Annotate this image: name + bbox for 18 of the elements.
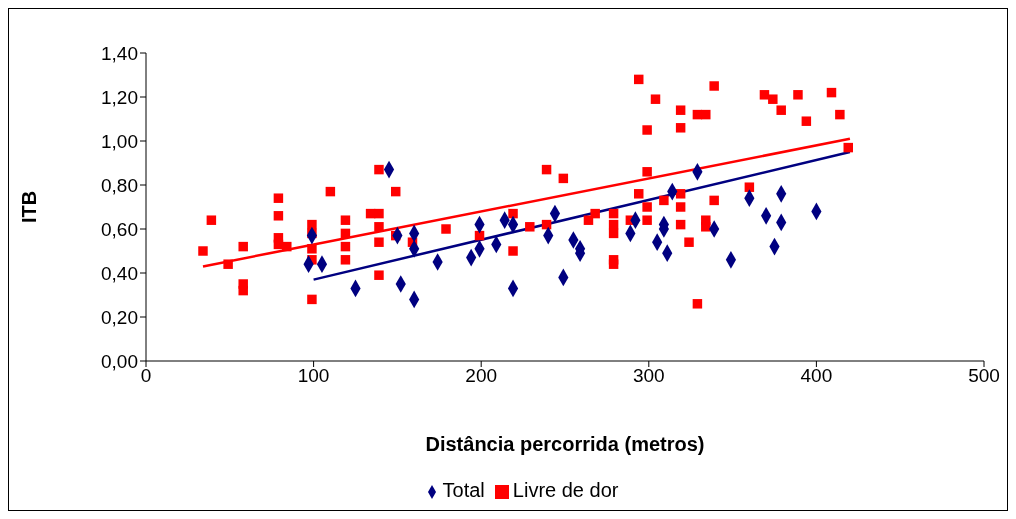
y-tick-label: 1,40 bbox=[101, 42, 138, 64]
x-tick-label: 500 bbox=[968, 365, 1000, 387]
x-tick-label: 300 bbox=[632, 365, 665, 387]
legend-label: Livre de dor bbox=[512, 479, 619, 501]
x-tick-label: 400 bbox=[800, 365, 833, 387]
x-axis-title: Distância percorrida (metros) bbox=[425, 433, 705, 456]
y-axis-title: ITB bbox=[18, 190, 41, 224]
y-tick-label: 0,40 bbox=[101, 262, 138, 284]
y-tick-label: 1,00 bbox=[101, 130, 138, 152]
y-tick-label: 0,60 bbox=[101, 218, 138, 240]
y-tick-label: 1,20 bbox=[101, 86, 138, 108]
x-tick-label: 0 bbox=[140, 365, 152, 387]
y-tick-label: 0,20 bbox=[101, 306, 138, 328]
x-tick-label: 200 bbox=[465, 365, 498, 387]
y-tick-label: 0,00 bbox=[101, 350, 138, 372]
x-tick-label: 100 bbox=[297, 365, 330, 387]
legend-label: Total bbox=[442, 479, 485, 501]
y-tick-label: 0,80 bbox=[101, 174, 138, 196]
